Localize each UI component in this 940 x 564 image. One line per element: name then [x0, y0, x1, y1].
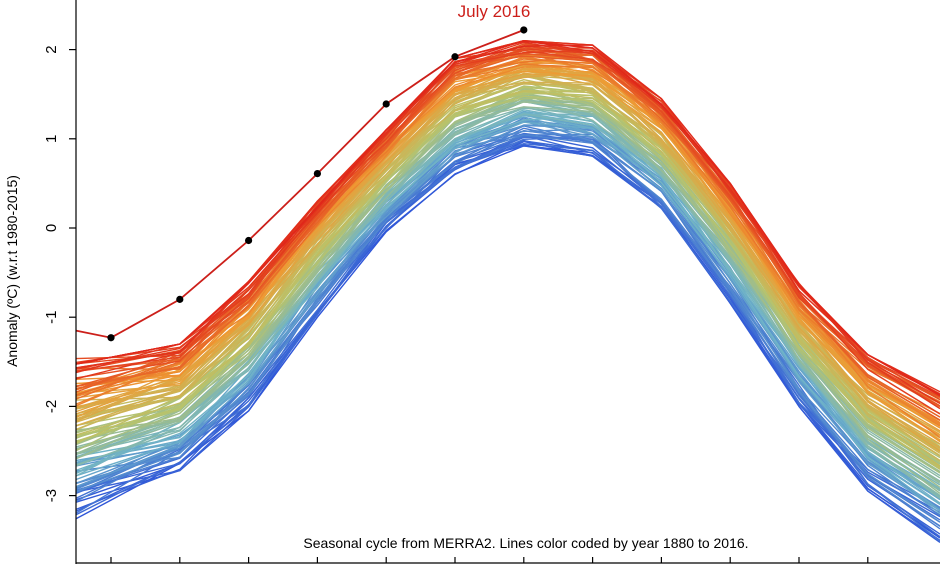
year-line-1899	[75, 128, 940, 508]
chart-annotation: Seasonal cycle from MERRA2. Lines color …	[303, 535, 748, 551]
year-line-1951	[75, 89, 940, 469]
highlight-line-2016	[75, 29, 525, 339]
highlight-label: July 2016	[458, 2, 531, 21]
y-tick-label--3: -3	[43, 489, 60, 502]
year-line-1912	[75, 114, 940, 491]
year-lines-layer	[75, 40, 940, 543]
year-line-1904	[75, 119, 940, 510]
x-ticks	[110, 557, 869, 563]
y-tick-label--1: -1	[43, 311, 60, 324]
axes	[75, 0, 940, 564]
y-tick-label-1: 1	[43, 135, 60, 143]
y-axis-label: Anomaly (ºC) (w.r.t 1980-2015)	[4, 175, 20, 367]
highlight-point-month-5	[382, 100, 390, 108]
year-line-1992	[75, 58, 940, 403]
y-tick-label-0: 0	[43, 224, 60, 232]
year-line-2016	[75, 40, 940, 396]
highlight-point-month-1	[107, 334, 115, 342]
year-line-1975	[75, 73, 940, 422]
highlight-point-month-7	[520, 26, 528, 34]
highlight-point-month-6	[451, 53, 459, 61]
highlight-series-layer	[75, 26, 528, 342]
highlight-point-month-4	[313, 169, 321, 178]
y-tick-label-2: 2	[43, 45, 60, 53]
highlight-point-month-3	[245, 236, 253, 245]
year-line-1889	[75, 136, 940, 510]
y-tick-label--2: -2	[43, 400, 60, 413]
highlight-point-month-2	[176, 295, 184, 303]
y-ticks: -3 -2 -1 0 1 2	[43, 45, 76, 502]
